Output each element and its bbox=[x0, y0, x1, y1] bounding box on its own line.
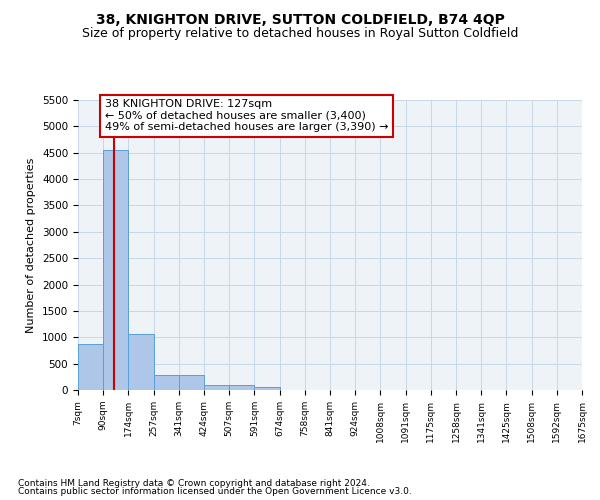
Text: Size of property relative to detached houses in Royal Sutton Coldfield: Size of property relative to detached ho… bbox=[82, 28, 518, 40]
Bar bbox=[179, 375, 204, 390]
Bar bbox=[103, 150, 128, 390]
Bar bbox=[254, 387, 280, 390]
Bar bbox=[78, 344, 103, 390]
Bar bbox=[204, 386, 229, 390]
Y-axis label: Number of detached properties: Number of detached properties bbox=[26, 158, 37, 332]
Bar bbox=[128, 334, 154, 390]
Text: 38 KNIGHTON DRIVE: 127sqm
← 50% of detached houses are smaller (3,400)
49% of se: 38 KNIGHTON DRIVE: 127sqm ← 50% of detac… bbox=[104, 99, 388, 132]
Text: Contains HM Land Registry data © Crown copyright and database right 2024.: Contains HM Land Registry data © Crown c… bbox=[18, 478, 370, 488]
Bar bbox=[229, 386, 254, 390]
Bar bbox=[154, 375, 179, 390]
Text: Contains public sector information licensed under the Open Government Licence v3: Contains public sector information licen… bbox=[18, 487, 412, 496]
Text: 38, KNIGHTON DRIVE, SUTTON COLDFIELD, B74 4QP: 38, KNIGHTON DRIVE, SUTTON COLDFIELD, B7… bbox=[95, 12, 505, 26]
